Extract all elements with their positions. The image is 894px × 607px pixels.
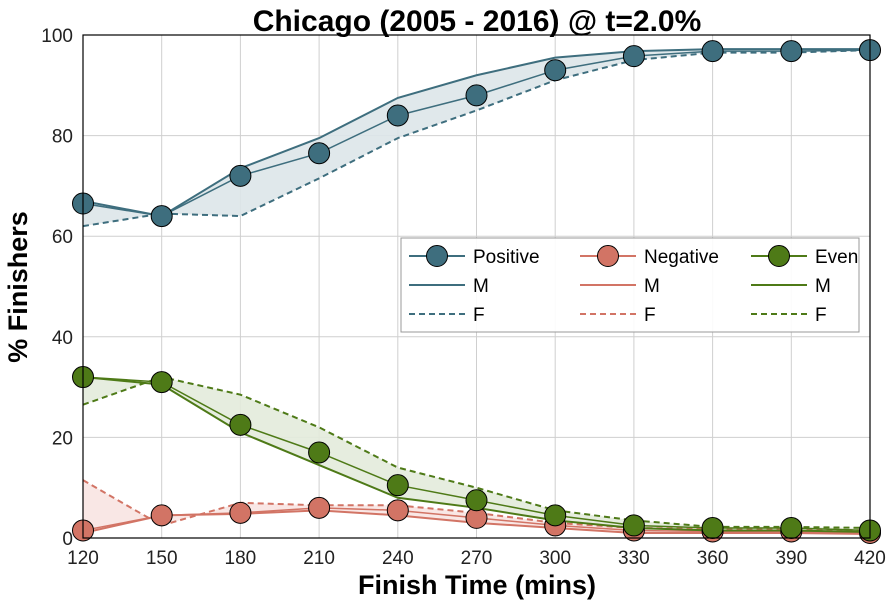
even-marker: [465, 489, 488, 512]
y-tick-label: 100: [41, 26, 73, 47]
x-tick-label: 390: [775, 548, 807, 569]
positive-m-line: [82, 48, 870, 218]
positive-range-fill: [83, 49, 870, 227]
legend-negative-marker: [597, 245, 619, 267]
positive-marker: [544, 59, 567, 82]
negative-marker: [150, 504, 173, 527]
x-axis-label: Finish Time (mins): [358, 570, 596, 600]
y-tick-label: 20: [52, 428, 73, 449]
series-markers: [72, 39, 881, 544]
even-marker: [701, 516, 724, 539]
legend-negative-m-label: M: [644, 276, 660, 297]
plot-frame: [82, 34, 871, 539]
y-tick-label: 0: [62, 529, 73, 550]
legend-even-marker: [768, 245, 790, 267]
negative-marker: [229, 501, 252, 524]
tick-labels: 120 150 180 210 240 270 300 330 360 390 420 0 20 40 60…: [41, 26, 886, 569]
positive-marker: [229, 164, 252, 187]
legend-positive-m-label: M: [473, 276, 489, 297]
x-tick-label: 300: [539, 548, 571, 569]
even-marker: [622, 514, 645, 537]
x-tick-label: 270: [461, 548, 493, 569]
even-marker: [386, 474, 409, 497]
negative-marker: [308, 496, 331, 519]
y-tick-label: 80: [52, 127, 73, 148]
x-tick-label: 330: [618, 548, 650, 569]
y-axis-label: % Finishers: [3, 211, 33, 363]
even-marker: [150, 371, 173, 394]
positive-marker: [701, 40, 724, 63]
even-range-fill: [83, 377, 870, 532]
x-tick-label: 360: [697, 548, 729, 569]
even-marker: [544, 504, 567, 527]
legend-even-f-label: F: [815, 305, 827, 326]
x-tick-label: 120: [67, 548, 99, 569]
legend-positive-f-label: F: [473, 305, 485, 326]
x-tick-label: 150: [146, 548, 178, 569]
x-tick-label: 240: [382, 548, 414, 569]
y-tick-label: 40: [52, 328, 73, 349]
legend-negative-label: Negative: [644, 247, 719, 268]
even-marker: [780, 516, 803, 539]
y-tick-label: 60: [52, 227, 73, 248]
legend-positive-label: Positive: [473, 247, 540, 268]
even-marker: [308, 441, 331, 464]
x-tick-label: 180: [225, 548, 257, 569]
positive-marker: [308, 142, 331, 165]
positive-marker: [465, 84, 488, 107]
legend-negative-f-label: F: [644, 305, 656, 326]
legend-positive-marker: [426, 245, 448, 267]
positive-marker: [780, 40, 803, 63]
positive-marker: [386, 104, 409, 127]
positive-marker: [622, 45, 645, 68]
legend-even-m-label: M: [815, 276, 831, 297]
positive-marker: [150, 205, 173, 228]
even-marker: [229, 413, 252, 436]
x-tick-label: 210: [303, 548, 335, 569]
even-f-line: [82, 376, 871, 529]
negative-marker: [386, 499, 409, 522]
x-tick-label: 420: [854, 548, 886, 569]
chart-title: Chicago (2005 - 2016) @ t=2.0%: [253, 5, 702, 38]
negative-f-line: [82, 479, 871, 532]
positive-f-line: [82, 49, 871, 228]
legend-even-label: Even: [815, 247, 858, 268]
